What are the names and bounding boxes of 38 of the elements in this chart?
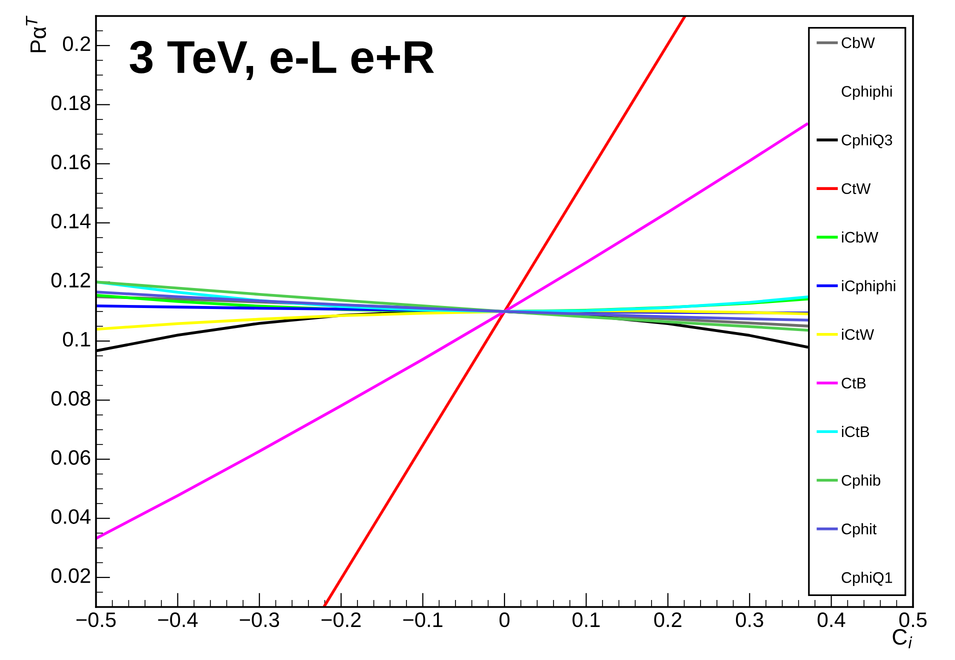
y-tick-label: 0.1 <box>62 332 90 347</box>
y-tick-label: 0.06 <box>51 450 90 465</box>
x-axis-title: C$_{i}$ <box>892 629 912 648</box>
x-tick-label: 0.4 <box>818 612 846 628</box>
x-tick-label: −0.5 <box>76 612 116 628</box>
text: CphiQ1 <box>842 572 892 586</box>
legend-label: Cphit <box>842 523 877 538</box>
x-tick-label: 0 <box>500 612 510 628</box>
y-tick-label: 0.18 <box>51 95 90 110</box>
x-tick-label: 0.1 <box>572 612 600 628</box>
y-tick-label: 0.04 <box>51 509 91 524</box>
text: Cphiphi <box>842 86 892 100</box>
x-tick-label: −0.4 <box>158 612 198 628</box>
y-tick-label: 0.14 <box>51 214 91 228</box>
line-series <box>96 122 808 540</box>
y-axis-title: Pα$^{T}$ <box>26 16 46 52</box>
y-tick-label: 0.02 <box>51 568 90 584</box>
y-tick-label: 0.16 <box>51 154 90 170</box>
legend-label: CbW <box>842 36 875 48</box>
y-tick-label: 0.2 <box>62 36 90 52</box>
legend-label: iCtW <box>842 328 874 340</box>
x-tick-label: −0.3 <box>240 612 280 628</box>
x-tick-label: −0.2 <box>322 612 361 628</box>
legend-label: iCbW <box>842 231 878 243</box>
legend-label: CtW <box>842 183 871 194</box>
chart-title: 3 TeV, e-L e+R <box>130 40 434 80</box>
legend-label: Cphib <box>842 474 880 489</box>
x-tick-label: 0.2 <box>654 612 682 628</box>
x-tick-label: 0.5 <box>899 612 927 628</box>
legend-label: iCphiphi <box>842 280 896 294</box>
x-tick-label: −0.1 <box>403 612 442 628</box>
line-series <box>96 290 808 322</box>
y-tick-label: 0.12 <box>51 272 90 288</box>
legend-label: CtB <box>842 378 866 389</box>
legend-label: CphiQ3 <box>842 134 892 148</box>
y-tick-label: 0.08 <box>51 390 90 406</box>
legend-label: iCtB <box>842 426 870 438</box>
x-tick-label: 0.3 <box>736 612 764 628</box>
